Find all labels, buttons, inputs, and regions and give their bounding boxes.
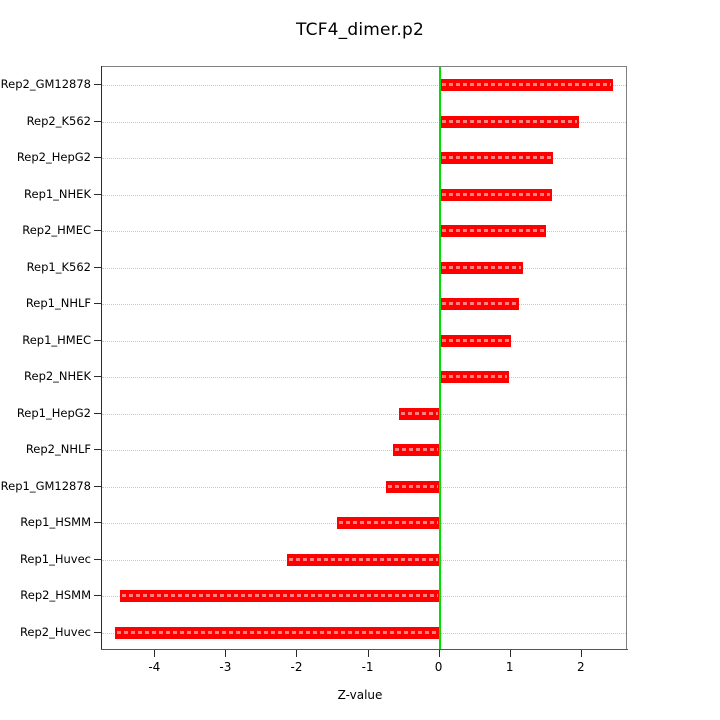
bar-hatch (441, 375, 508, 379)
x-axis-tick-mark (509, 650, 511, 657)
bar[interactable] (399, 407, 440, 420)
bar[interactable] (439, 152, 554, 165)
y-axis-tick-label: Rep1_GM12878 (0, 478, 91, 493)
x-axis-tick-mark (225, 650, 227, 657)
y-axis-tick-label: Rep1_NHEK (24, 186, 91, 201)
bar[interactable] (439, 261, 523, 274)
x-axis-tick-label: -3 (219, 660, 232, 674)
y-axis-tick-label: Rep1_K562 (26, 259, 91, 274)
bar-hatch (401, 411, 438, 415)
y-axis-tick-label: Rep1_HMEC (22, 332, 91, 347)
x-axis-tick-mark (580, 650, 582, 657)
bar-hatch (441, 229, 545, 233)
y-axis-tick-label: Rep2_Huvec (19, 624, 91, 639)
bar-hatch (441, 192, 550, 196)
gridline (102, 85, 626, 87)
y-axis-tick-mark (94, 595, 101, 597)
bar[interactable] (439, 79, 614, 92)
y-axis-tick-label: Rep1_NHLF (25, 296, 91, 311)
bar-hatch (441, 265, 521, 269)
x-axis-tick-mark (296, 650, 298, 657)
y-axis-tick-label: Rep1_HSMM (20, 515, 91, 530)
bar[interactable] (392, 444, 440, 457)
x-axis-tick-label: 2 (576, 660, 585, 674)
x-axis-tick-mark (154, 650, 156, 657)
bar-hatch (388, 484, 438, 488)
bar-hatch (441, 302, 518, 306)
gridline (102, 121, 626, 123)
bar-hatch (288, 557, 438, 561)
y-axis-tick-mark (94, 558, 101, 560)
bar[interactable] (439, 334, 511, 347)
y-axis-tick-label: Rep1_HepG2 (16, 405, 91, 420)
y-axis-tick-mark (94, 412, 101, 414)
bar-hatch (338, 521, 438, 525)
y-axis-tick-mark (94, 485, 101, 487)
y-axis-tick-mark (94, 120, 101, 122)
bar[interactable] (439, 225, 547, 238)
y-axis-tick-label: Rep2_NHEK (24, 369, 91, 384)
x-axis-tick-label: -2 (290, 660, 303, 674)
bar[interactable] (120, 590, 440, 603)
plot-inner (102, 67, 626, 649)
y-axis-tick-label: Rep2_HSMM (20, 588, 91, 603)
bar-hatch (122, 594, 438, 598)
y-axis-tick-mark (94, 157, 101, 159)
gridline (102, 304, 626, 306)
bar-hatch (394, 448, 438, 452)
y-axis-tick-label: Rep2_K562 (26, 113, 91, 128)
bar[interactable] (439, 115, 579, 128)
bar[interactable] (114, 626, 440, 639)
x-axis-tick-label: -4 (148, 660, 161, 674)
y-axis-tick-mark (94, 522, 101, 524)
y-axis-labels: Rep2_GM12878 Rep2_K562 Rep2_HepG2 Rep1_NHEK… (0, 66, 91, 650)
y-axis-tick-mark (94, 376, 101, 378)
bar[interactable] (439, 371, 510, 384)
gridline (102, 450, 626, 452)
y-axis-tick-label: Rep2_HepG2 (16, 150, 91, 165)
gridline (102, 194, 626, 196)
bar[interactable] (439, 188, 552, 201)
y-axis-tick-mark (94, 193, 101, 195)
bar[interactable] (286, 553, 440, 566)
gridline (102, 377, 626, 379)
y-axis-tick-mark (94, 339, 101, 341)
gridline (102, 158, 626, 160)
bar[interactable] (336, 517, 440, 530)
y-axis-tick-label: Rep2_NHLF (25, 442, 91, 457)
y-axis-tick-mark (94, 84, 101, 86)
y-axis-tick-label: Rep2_HMEC (22, 223, 91, 238)
y-axis-tick-mark (94, 631, 101, 633)
x-axis-title: Z-value (337, 688, 383, 702)
gridline (102, 231, 626, 233)
gridline (102, 413, 626, 415)
x-axis-tick-label: -1 (361, 660, 374, 674)
chart-title: TCF4_dimer.p2 (296, 20, 424, 40)
y-axis-tick-label: Rep1_Huvec (19, 551, 91, 566)
bar-hatch (441, 338, 509, 342)
x-axis-tick-label: 0 (434, 660, 443, 674)
bar-hatch (116, 630, 438, 634)
y-axis-tick-mark (94, 266, 101, 268)
x-axis-tick-mark (438, 650, 440, 657)
gridline (102, 486, 626, 488)
zero-reference-line (438, 67, 441, 649)
bar-hatch (441, 83, 612, 87)
bar-hatch (441, 119, 577, 123)
x-axis-tick-label: 1 (505, 660, 514, 674)
y-axis-tick-mark (94, 449, 101, 451)
y-axis-tick-mark (94, 303, 101, 305)
bar-hatch (441, 156, 552, 160)
bar[interactable] (386, 480, 440, 493)
gridline (102, 267, 626, 269)
gridline (102, 340, 626, 342)
y-axis-tick-label: Rep2_GM12878 (0, 77, 91, 92)
x-axis-line (101, 649, 628, 650)
y-axis-line (101, 66, 102, 650)
plot-area (101, 66, 627, 650)
bar[interactable] (439, 298, 520, 311)
x-axis-tick-mark (367, 650, 369, 657)
y-axis-tick-mark (94, 230, 101, 232)
